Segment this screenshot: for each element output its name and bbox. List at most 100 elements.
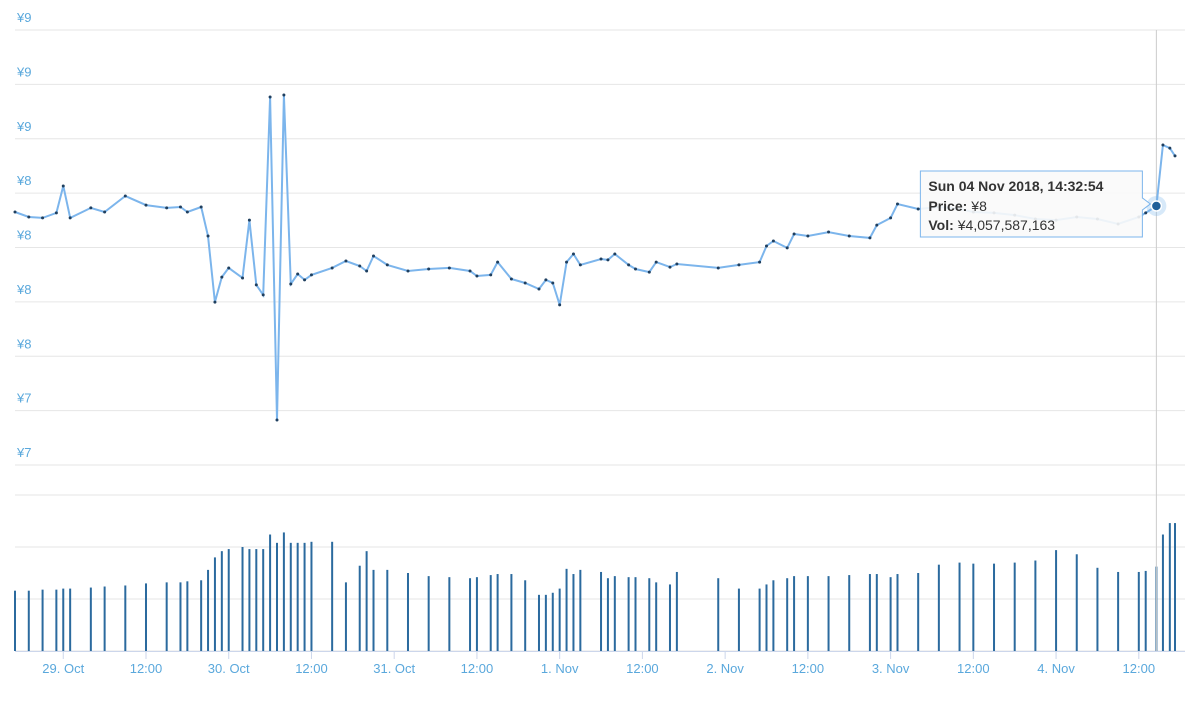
price-point [261, 293, 265, 297]
y-tick-label: ¥8 [16, 228, 31, 243]
price-point [599, 257, 603, 261]
price-point [1144, 211, 1148, 215]
volume-bar [248, 549, 251, 651]
price-point [185, 210, 189, 214]
tooltip-price-label: Price: [928, 198, 967, 214]
volume-bar [89, 587, 92, 651]
volume-bar [565, 568, 568, 651]
price-point [647, 270, 651, 274]
volume-bar [372, 569, 375, 651]
price-point [144, 203, 148, 207]
price-point [123, 194, 127, 198]
volume-bar [1034, 560, 1037, 651]
tooltip-date: Sun 04 Nov 2018, 14:32:54 [928, 178, 1103, 194]
volume-bar [572, 574, 575, 651]
volume-bar [469, 578, 472, 651]
price-point [737, 263, 741, 267]
price-point [254, 283, 258, 287]
volume-bar [1161, 534, 1164, 651]
y-tick-label: ¥9 [16, 64, 31, 79]
hover-point [1150, 200, 1163, 212]
volume-bar [269, 534, 272, 651]
volume-bar [1117, 571, 1120, 651]
volume-bar [1174, 523, 1176, 651]
price-point [227, 266, 231, 270]
price-point [178, 205, 182, 209]
volume-bar [648, 578, 651, 651]
volume-bar [524, 580, 527, 651]
y-tick-label: ¥9 [16, 119, 31, 134]
volume-bar [103, 586, 106, 651]
volume-bar [448, 577, 451, 651]
volume-bar [296, 542, 299, 651]
volume-bar [772, 580, 775, 651]
volume-bar [1075, 554, 1078, 651]
volume-bar [868, 574, 871, 651]
volume-bar [875, 574, 878, 651]
volume-bar [896, 574, 899, 651]
price-point [41, 216, 45, 220]
volume-bar [186, 581, 189, 651]
tooltip: Sun 04 Nov 2018, 14:32:54 Price: ¥8 Vol: ¥4,… [919, 170, 1152, 238]
volume-bar [544, 594, 547, 651]
price-point [289, 282, 293, 286]
volume-bar [303, 542, 306, 651]
price-point [537, 287, 541, 291]
volume-bar [786, 578, 789, 651]
price-point [758, 260, 762, 264]
volume-bar [613, 576, 616, 651]
price-point [889, 216, 893, 220]
volume-bar [848, 575, 851, 651]
y-tick-label: ¥8 [16, 173, 31, 188]
x-tick-label: 12:00 [626, 661, 659, 676]
tooltip-box [919, 170, 1152, 238]
volume-bar [207, 569, 210, 651]
price-point [406, 269, 410, 273]
x-tick-label: 1. Nov [541, 661, 579, 676]
price-point [634, 267, 638, 271]
price-point [765, 244, 769, 248]
volume-bar [1144, 570, 1147, 651]
volume-bar [993, 563, 996, 651]
price-point [606, 258, 610, 262]
volume-bar [262, 549, 265, 651]
volume-bar [227, 549, 230, 651]
tooltip-price-value: ¥8 [970, 198, 987, 214]
volume-bar [144, 583, 147, 651]
volume-bar [124, 585, 127, 651]
volume-bar [406, 573, 409, 651]
volume-bar [737, 588, 740, 651]
volume-bar [655, 582, 658, 651]
x-tick-label: 12:00 [1123, 661, 1156, 676]
x-tick-label: 30. Oct [208, 661, 250, 676]
price-point [330, 266, 334, 270]
volume-bar [827, 576, 830, 651]
volume-bar [344, 582, 347, 651]
price-point [365, 269, 369, 273]
x-tick-label: 4. Nov [1037, 661, 1075, 676]
price-point [627, 263, 631, 267]
x-tick-label: 3. Nov [872, 661, 910, 676]
price-point [213, 300, 217, 304]
price-point [1161, 143, 1165, 147]
tooltip-vol-label: Vol: [928, 217, 953, 233]
price-point [551, 281, 555, 285]
volume-bar [668, 584, 671, 651]
y-tick-label: ¥7 [16, 391, 31, 406]
price-point [827, 230, 831, 234]
price-point [509, 277, 513, 281]
price-point [771, 239, 775, 243]
volume-bar [289, 542, 292, 651]
tooltip-price-row: Price: ¥8 [928, 198, 987, 214]
price-point [247, 218, 251, 222]
price-point [275, 418, 279, 422]
price-point [675, 262, 679, 266]
x-tick-label: 12:00 [957, 661, 990, 676]
price-point [282, 93, 286, 97]
x-tick-label: 12:00 [461, 661, 494, 676]
volume-bar [558, 588, 561, 651]
volume-bar [917, 573, 920, 651]
price-point [578, 263, 582, 267]
price-point [358, 264, 362, 268]
